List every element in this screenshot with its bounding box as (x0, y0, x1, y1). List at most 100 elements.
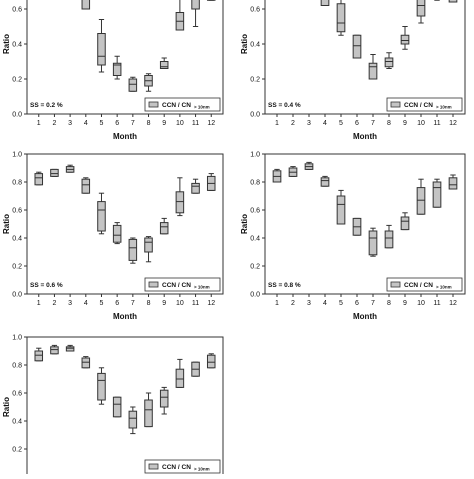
x-tick-label: 7 (371, 300, 375, 307)
y-tick-label: 0.2 (250, 77, 260, 84)
box-month-12 (207, 174, 215, 191)
box-month-2 (51, 345, 59, 353)
box-month-5 (98, 368, 106, 404)
box-iqr (192, 0, 200, 9)
x-tick-label: 3 (68, 120, 72, 127)
box-month-1 (273, 169, 281, 182)
x-tick-label: 12 (449, 300, 457, 307)
box-month-2 (289, 167, 297, 177)
y-tick-label: 0.6 (250, 208, 260, 215)
x-tick-label: 11 (433, 300, 440, 307)
box-month-9 (401, 213, 409, 230)
y-tick-label: 0.2 (250, 264, 260, 271)
x-tick-label: 9 (403, 300, 407, 307)
x-tick-label: 5 (100, 120, 104, 127)
box-iqr (433, 182, 441, 207)
box-iqr (321, 0, 329, 6)
box-month-4 (82, 178, 90, 193)
box-iqr (129, 239, 137, 260)
box-iqr (82, 0, 90, 9)
plot-frame (265, 0, 465, 114)
box-iqr (160, 223, 168, 234)
y-tick-label: 1.0 (250, 152, 260, 159)
box-month-9 (160, 387, 168, 414)
x-tick-label: 2 (52, 300, 56, 307)
x-tick-label: 12 (207, 120, 215, 127)
box-month-7 (129, 407, 137, 434)
legend-label-subscript: > 10nm (194, 105, 210, 110)
legend: CCN / CN> 10nm (145, 460, 220, 473)
box-iqr (66, 347, 74, 351)
legend-label: CCN / CN (162, 464, 191, 471)
box-iqr (129, 79, 137, 91)
box-month-8 (385, 225, 393, 247)
box-month-9 (160, 58, 168, 69)
box-iqr (160, 62, 168, 69)
box-iqr (401, 217, 409, 230)
legend-label-subscript: > 10nm (436, 105, 452, 110)
box-month-9 (401, 27, 409, 50)
x-tick-label: 6 (115, 300, 119, 307)
legend-swatch (149, 282, 158, 287)
y-tick-label: 0.4 (12, 236, 22, 243)
legend: CCN / CN> 10nm (387, 98, 462, 111)
y-axis-title: Ratio (2, 34, 11, 54)
x-tick-label: 5 (100, 300, 104, 307)
box-month-3 (66, 165, 74, 172)
box-iqr (207, 355, 215, 368)
box-month-5 (98, 193, 106, 234)
box-iqr (35, 351, 43, 361)
box-month-8 (145, 393, 153, 427)
ss-annotation: SS = 0.2 % (30, 102, 63, 109)
y-axis-title: Ratio (2, 397, 11, 417)
x-tick-label: 10 (176, 300, 184, 307)
box-iqr (82, 358, 90, 368)
x-tick-label: 3 (307, 120, 311, 127)
box-month-4 (321, 176, 329, 186)
box-iqr (353, 35, 361, 58)
box-iqr (113, 397, 121, 417)
box-iqr (417, 188, 425, 215)
x-tick-label: 4 (323, 300, 327, 307)
x-tick-label: 3 (307, 300, 311, 307)
y-tick-label: 0.6 (12, 391, 22, 398)
x-tick-label: 4 (84, 120, 88, 127)
y-tick-label: 0.2 (12, 447, 22, 454)
x-axis-title: Month (113, 132, 137, 141)
x-tick-label: 9 (162, 300, 166, 307)
legend-swatch (391, 282, 400, 287)
box-month-12 (449, 175, 457, 189)
y-axis-title: Ratio (240, 34, 249, 54)
legend: CCN / CN> 10nm (387, 278, 462, 291)
box-month-8 (145, 74, 153, 92)
box-iqr (369, 63, 377, 79)
x-tick-label: 6 (355, 120, 359, 127)
x-axis-title: Month (113, 312, 137, 321)
x-tick-label: 8 (147, 300, 151, 307)
box-iqr (51, 169, 59, 176)
ss-annotation: SS = 0.8 % (268, 282, 301, 289)
box-month-6 (353, 218, 361, 235)
y-tick-label: 1.0 (12, 152, 22, 159)
y-tick-label: 0.6 (250, 7, 260, 14)
x-tick-label: 5 (339, 120, 343, 127)
x-tick-label: 2 (291, 120, 295, 127)
box-month-6 (113, 56, 121, 79)
x-axis-title: Month (353, 132, 377, 141)
legend: CCN / CN> 10nm (145, 278, 220, 291)
legend-label: CCN / CN (404, 282, 433, 289)
y-tick-label: 0.4 (250, 42, 260, 49)
box-month-9 (160, 218, 168, 233)
x-tick-label: 11 (433, 120, 440, 127)
x-tick-label: 1 (275, 120, 279, 127)
box-iqr (113, 225, 121, 242)
box-iqr (417, 0, 425, 16)
box-month-11 (192, 179, 200, 193)
box-month-5 (337, 190, 345, 224)
x-tick-label: 12 (207, 300, 215, 307)
box-month-7 (129, 77, 137, 91)
box-month-1 (35, 348, 43, 361)
x-tick-label: 6 (115, 120, 119, 127)
